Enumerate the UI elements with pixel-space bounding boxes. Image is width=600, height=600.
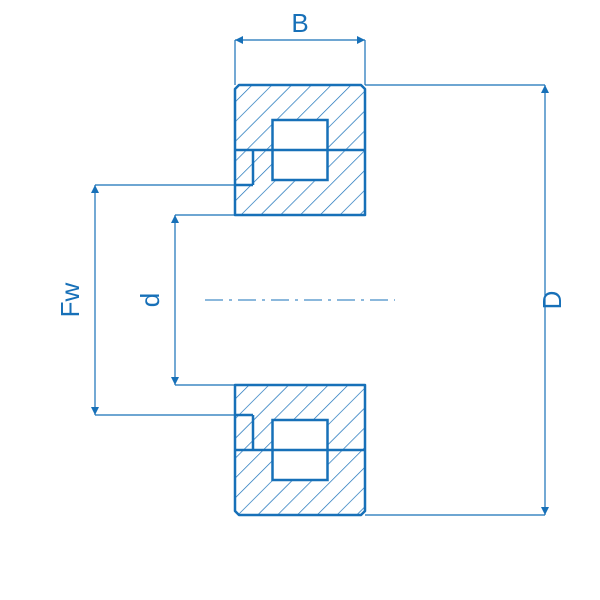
dim-d-label: d [135, 293, 165, 307]
hatch-bot-outer [235, 480, 365, 515]
dim-B-label: B [291, 8, 308, 38]
hatch-top-inner [235, 180, 365, 215]
hatch-top-outer [235, 85, 365, 120]
arrowhead [91, 407, 99, 415]
arrowhead [171, 377, 179, 385]
arrowhead [541, 507, 549, 515]
dim-D-label: D [537, 291, 567, 310]
bearing-cross-section: B Dd Fw [0, 0, 600, 600]
arrowhead [541, 85, 549, 93]
arrowhead [235, 36, 243, 44]
arrowhead [357, 36, 365, 44]
arrowhead [171, 215, 179, 223]
hatch-bot-inner [235, 385, 365, 420]
dim-Fw-label: Fw [55, 282, 85, 317]
arrowhead [91, 185, 99, 193]
